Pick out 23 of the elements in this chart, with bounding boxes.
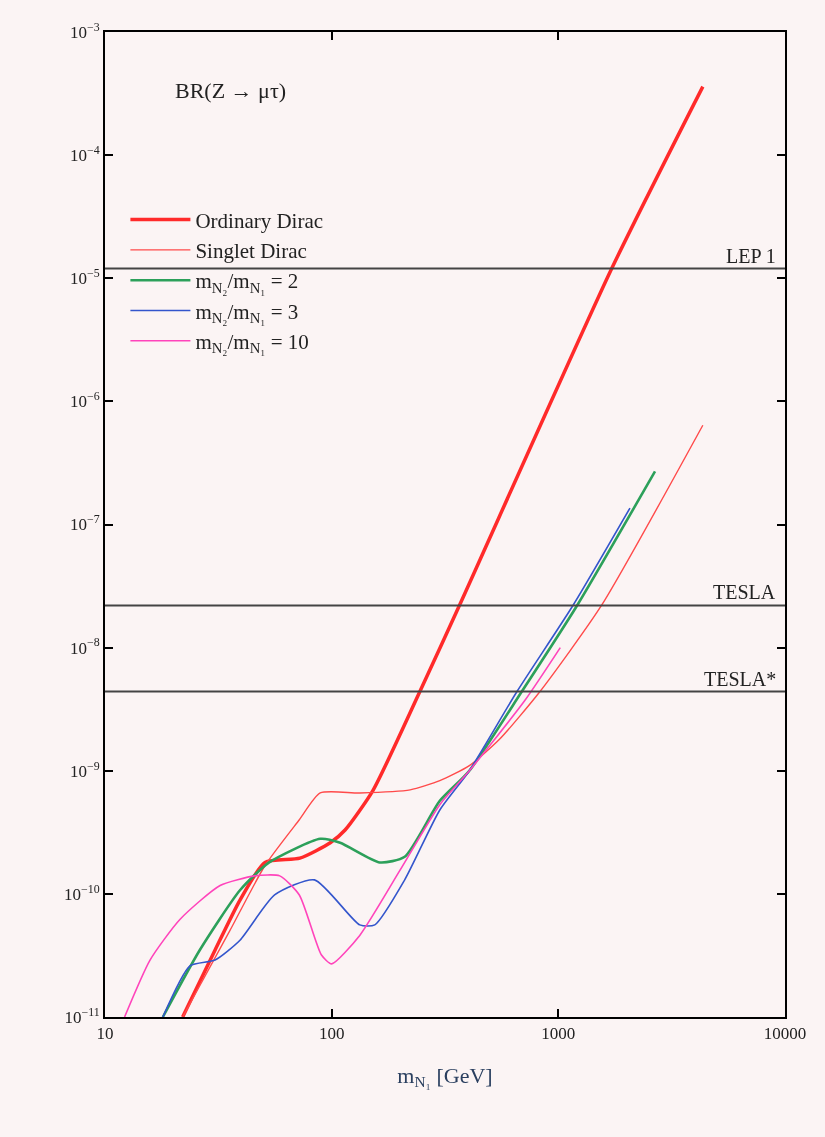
y-tick-label: 10$^{−10}$ <box>63 881 100 904</box>
annotation: BR(Z → μτ) <box>175 78 287 103</box>
ref-line-label: TESLA <box>713 581 776 603</box>
x-tick-label: 10 <box>96 1024 114 1044</box>
legend-label: m$_{N₂}$/m$_{N₁}$ = 10 <box>195 329 309 357</box>
y-tick-label: 10$^{−5}$ <box>69 266 100 289</box>
y-tick-label: 10$^{−6}$ <box>69 389 100 412</box>
y-tick-label: 10$^{−3}$ <box>69 19 100 42</box>
y-tick-label: 10$^{−7}$ <box>69 512 100 535</box>
x-tick-label: 1000 <box>541 1024 576 1044</box>
legend-label: m$_{N₂}$/m$_{N₁}$ = 2 <box>195 269 299 296</box>
y-tick-label: 10$^{−8}$ <box>69 635 100 658</box>
ref-line-label: LEP 1 <box>726 245 776 267</box>
y-tick-label: 10$^{−11}$ <box>64 1004 100 1027</box>
y-tick-label: 10$^{−4}$ <box>69 142 100 166</box>
ref-line-label: TESLA* <box>704 668 777 690</box>
x-tick-label: 100 <box>318 1024 345 1044</box>
x-axis-title: m$_{N₁}$ [GeV] <box>397 1062 493 1091</box>
legend-label: m$_{N₂}$/m$_{N₁}$ = 3 <box>195 299 299 327</box>
legend-label: Ordinary Dirac <box>195 208 324 233</box>
x-tick-label: 10000 <box>763 1024 807 1044</box>
legend-label: Singlet Dirac <box>195 239 307 264</box>
y-tick-label: 10$^{−9}$ <box>69 758 100 781</box>
